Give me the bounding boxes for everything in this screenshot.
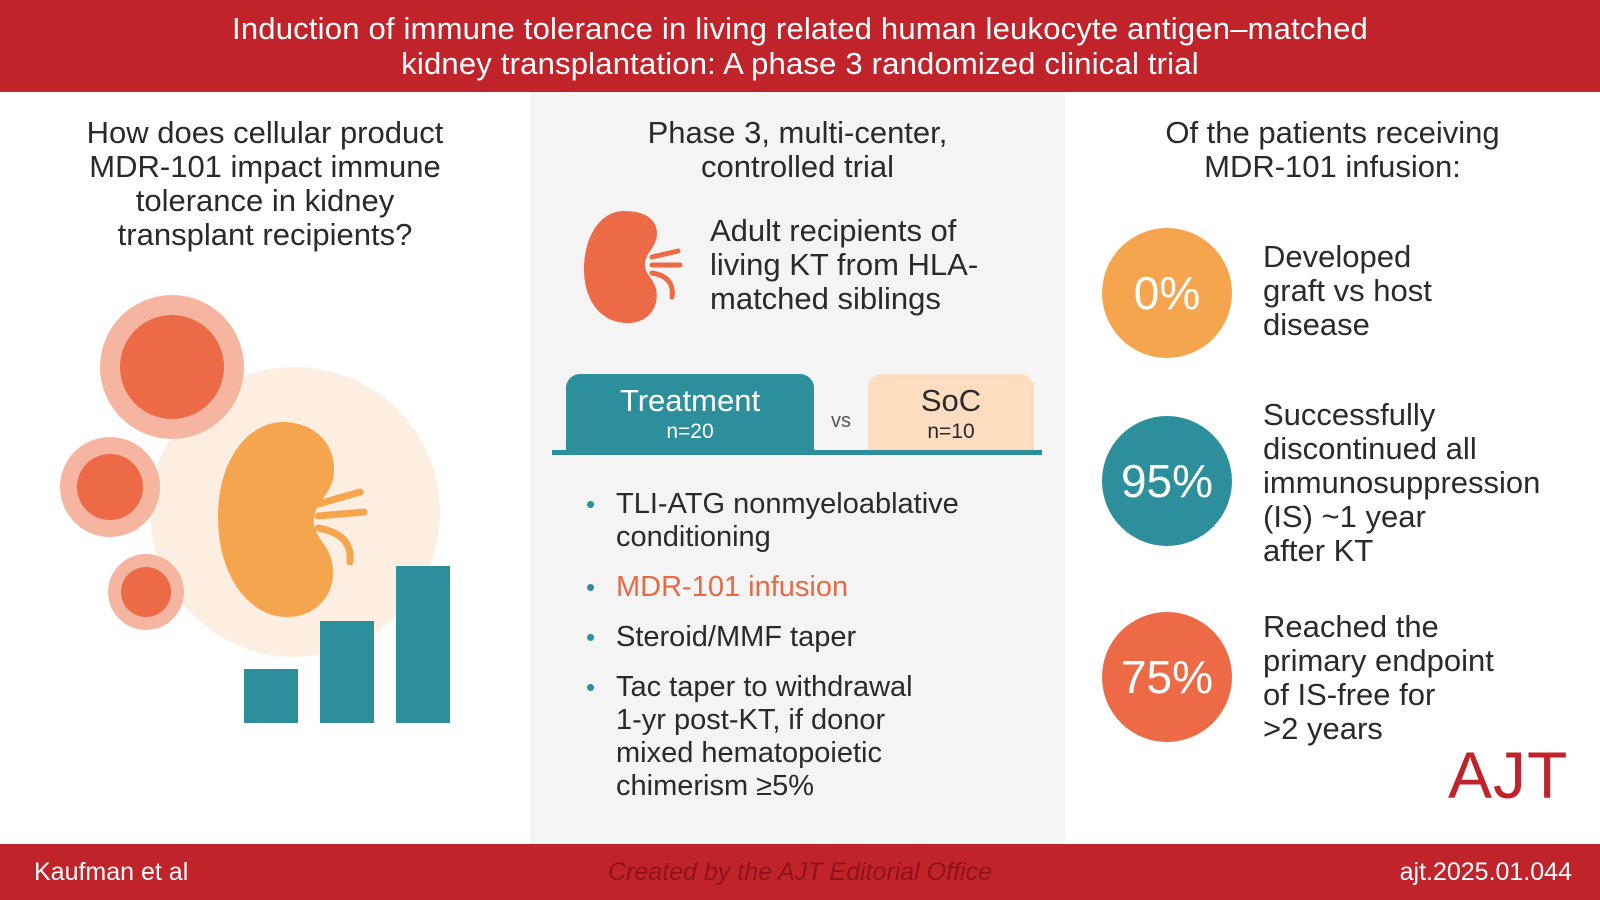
title-line-2: kidney transplantation: A phase 3 random… [401,46,1199,81]
question-line: MDR-101 impact immune [89,149,441,184]
stat-line: discontinued all [1263,431,1477,466]
population-line: matched siblings [710,281,941,316]
stat-circle: 0% [1102,228,1232,358]
stat-line: primary endpoint [1263,643,1494,678]
stat-description: Reached the primary endpoint of IS-free … [1263,610,1593,746]
step-line: conditioning [616,521,771,553]
soc-label: SoC [920,383,982,418]
bar-chart-icon [244,566,450,723]
stat-line: >2 years [1263,711,1383,746]
design-panel: Phase 3, multi-center, controlled trial … [530,92,1065,844]
stat-line: graft vs host [1263,273,1432,308]
list-item: TLI-ATG nonmyeloablative conditioning [580,488,1050,554]
results-title-line: MDR-101 infusion: [1204,149,1461,184]
step-line: 1-yr post-KT, if donor [616,704,886,736]
stat-line: Developed [1263,239,1412,274]
vs-label: vs [831,410,851,432]
stat-circle: 75% [1102,612,1232,742]
results-title: Of the patients receiving MDR-101 infusi… [1065,116,1600,184]
list-item: Steroid/MMF taper [580,621,1050,654]
question-line: How does cellular product [86,115,444,150]
cells-icon [60,295,244,630]
design-title-line: controlled trial [701,149,894,184]
title-banner: Induction of immune tolerance in living … [0,0,1600,92]
population-line: Adult recipients of [710,213,957,248]
step-line: Steroid/MMF taper [616,621,857,653]
title-line-1: Induction of immune tolerance in living … [232,11,1368,46]
stat-line: Successfully [1263,397,1436,432]
question-panel: How does cellular product MDR-101 impact… [0,92,530,844]
population-text: Adult recipients of living KT from HLA- … [710,214,1050,316]
soc-n: n=10 [927,420,975,443]
step-line: TLI-ATG nonmyeloablative [616,488,959,520]
population-line: living KT from HLA- [710,247,979,282]
kidney-icon [584,211,683,323]
stat-line: disease [1263,307,1370,342]
kidney-illustration [60,295,450,723]
design-title-line: Phase 3, multi-center, [647,115,948,150]
stat-line: of IS-free for [1263,677,1436,712]
results-panel: Of the patients receiving MDR-101 infusi… [1065,92,1600,844]
journal-logo: AJT [1448,738,1569,812]
step-line: mixed hematopoietic [616,737,882,769]
treatment-arm-tab: Treatment n=20 [566,374,814,454]
author-credit: Kaufman et al [34,858,189,886]
soc-arm-tab: SoC n=10 [868,374,1034,454]
list-item-highlight: MDR-101 infusion [580,571,1050,604]
step-line: MDR-101 infusion [616,571,849,603]
stat-line: (IS) ~1 year [1263,499,1426,534]
stat-line: immunosuppression [1263,465,1541,500]
question-line: transplant recipients? [117,217,413,252]
kidney-icon [218,422,368,617]
step-line: Tac taper to withdrawal [616,671,913,703]
question-line: tolerance in kidney [135,183,395,218]
stat-line: after KT [1263,533,1374,568]
results-title-line: Of the patients receiving [1165,115,1500,150]
list-item: Tac taper to withdrawal 1-yr post-KT, if… [580,671,1050,803]
treatment-n: n=20 [666,420,714,443]
stat-line: Reached the [1263,609,1439,644]
editorial-credit: Created by the AJT Editorial Office [608,858,992,886]
research-question: How does cellular product MDR-101 impact… [30,116,500,252]
treatment-steps: TLI-ATG nonmyeloablative conditioning MD… [580,488,1050,820]
stat-description: Developed graft vs host disease [1263,240,1593,342]
stat-description: Successfully discontinued all immunosupp… [1263,398,1593,568]
design-title: Phase 3, multi-center, controlled trial [530,116,1065,184]
treatment-label: Treatment [619,383,761,418]
doi-label: ajt.2025.01.044 [1399,858,1572,886]
footer-bar: Kaufman et al Created by the AJT Editori… [0,844,1600,900]
step-line: chimerism ≥5% [616,770,815,802]
stat-circle: 95% [1102,416,1232,546]
arm-divider [552,450,1042,455]
